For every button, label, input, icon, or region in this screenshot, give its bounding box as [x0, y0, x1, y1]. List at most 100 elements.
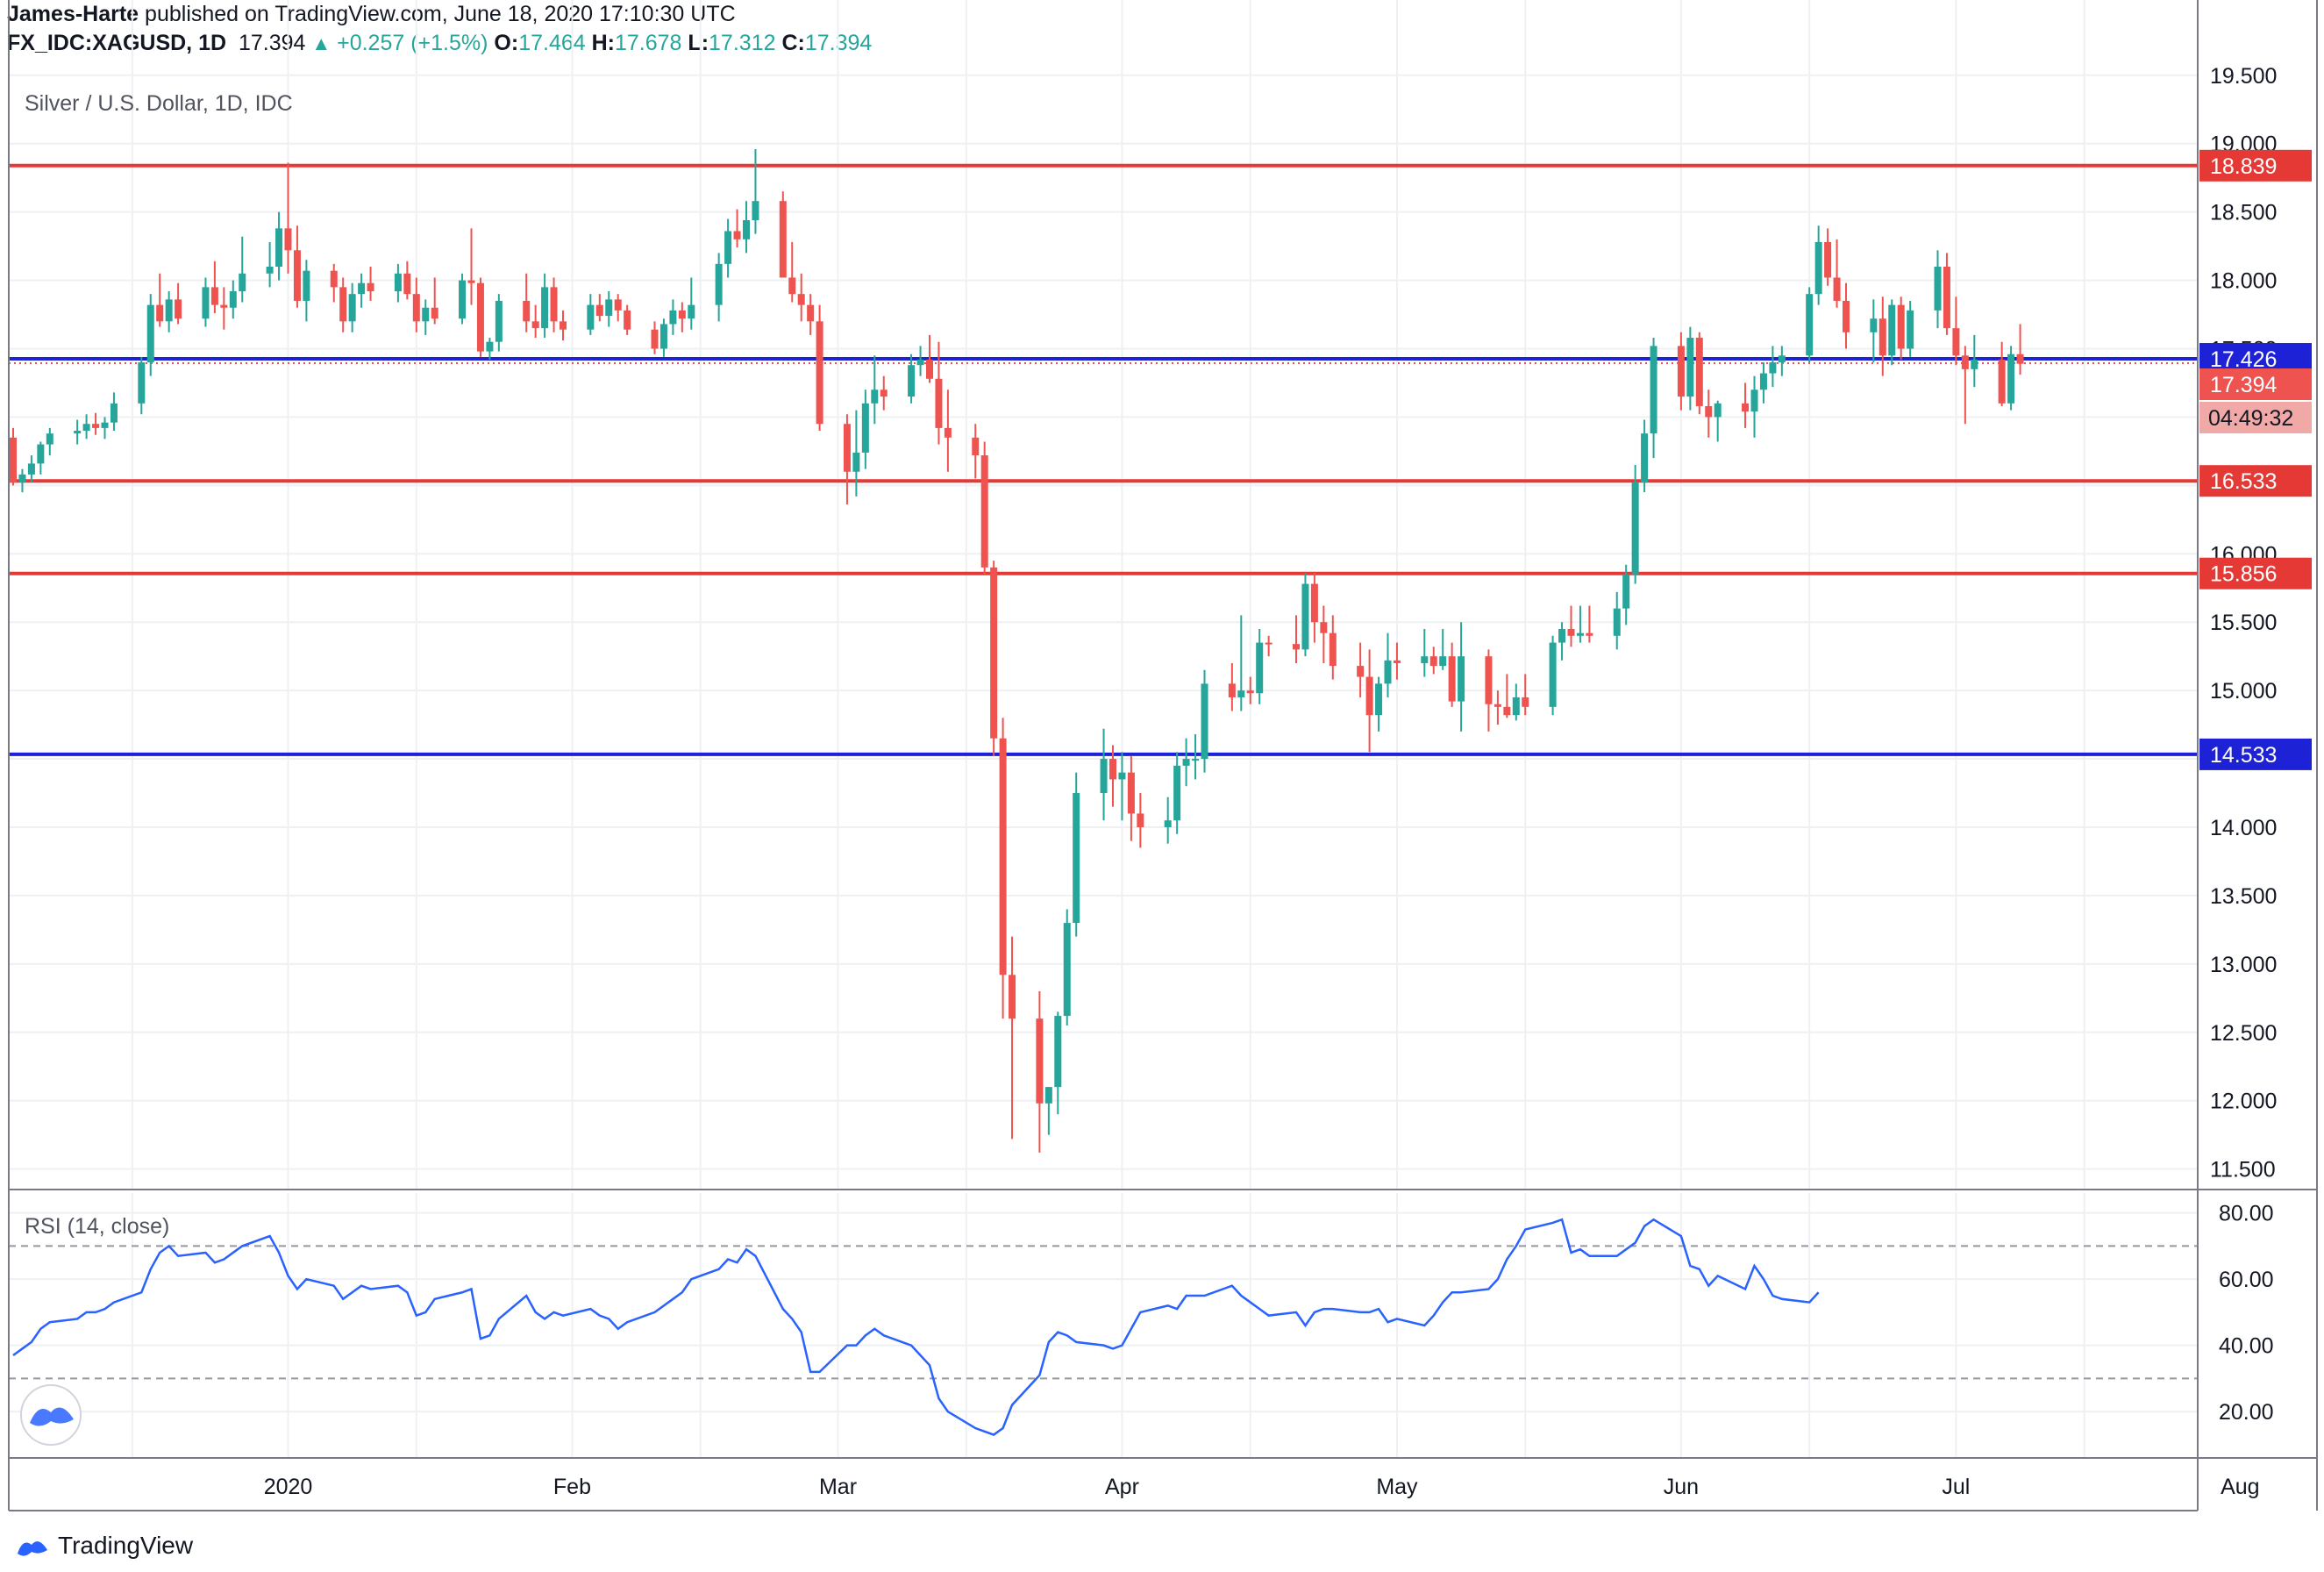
- candle[interactable]: [275, 211, 283, 281]
- candle-body[interactable]: [1567, 629, 1575, 636]
- candle[interactable]: [486, 338, 494, 360]
- candle-body[interactable]: [10, 437, 17, 483]
- candle-body[interactable]: [1576, 632, 1584, 636]
- candle[interactable]: [367, 266, 374, 301]
- candle[interactable]: [1228, 662, 1236, 711]
- candle-body[interactable]: [1228, 683, 1236, 697]
- candle[interactable]: [1192, 734, 1200, 780]
- candle-body[interactable]: [1063, 923, 1071, 1017]
- candle-body[interactable]: [926, 359, 933, 379]
- candle[interactable]: [908, 354, 916, 404]
- candle-body[interactable]: [797, 294, 805, 305]
- candle[interactable]: [229, 280, 237, 319]
- candle[interactable]: [733, 209, 741, 248]
- candle[interactable]: [624, 304, 631, 335]
- candle[interactable]: [944, 389, 952, 472]
- candle-body[interactable]: [733, 231, 741, 239]
- candle-body[interactable]: [605, 299, 613, 317]
- candle[interactable]: [431, 277, 438, 325]
- candle[interactable]: [138, 356, 146, 415]
- candle-body[interactable]: [394, 273, 402, 292]
- candle[interactable]: [394, 263, 402, 303]
- candle-body[interactable]: [146, 304, 154, 363]
- candle[interactable]: [1650, 338, 1657, 459]
- candle[interactable]: [165, 291, 173, 332]
- candle-body[interactable]: [669, 310, 677, 325]
- candle-body[interactable]: [724, 231, 732, 264]
- candle[interactable]: [1109, 745, 1116, 807]
- candle[interactable]: [1036, 991, 1044, 1153]
- candle[interactable]: [303, 260, 310, 322]
- candle-body[interactable]: [715, 263, 723, 305]
- candle[interactable]: [1393, 642, 1401, 680]
- candle-body[interactable]: [422, 307, 430, 322]
- candle[interactable]: [37, 441, 45, 475]
- candle[interactable]: [1503, 674, 1511, 718]
- candle[interactable]: [678, 302, 686, 332]
- candle-body[interactable]: [1769, 362, 1777, 374]
- candle-body[interactable]: [1512, 697, 1520, 716]
- candle-body[interactable]: [816, 321, 823, 425]
- candle-body[interactable]: [1742, 403, 1750, 412]
- candle-body[interactable]: [82, 424, 90, 432]
- candle-body[interactable]: [37, 444, 45, 464]
- candle[interactable]: [1641, 419, 1649, 493]
- tradingview-logo-icon[interactable]: [16, 1533, 49, 1559]
- candle-body[interactable]: [972, 437, 980, 456]
- candle[interactable]: [1961, 346, 1969, 425]
- candle[interactable]: [926, 334, 933, 383]
- candle-body[interactable]: [1384, 660, 1392, 684]
- candle-body[interactable]: [659, 324, 667, 349]
- candle-body[interactable]: [999, 738, 1007, 975]
- candle-body[interactable]: [1586, 632, 1593, 636]
- candle-body[interactable]: [688, 304, 695, 319]
- candle[interactable]: [1998, 341, 2006, 406]
- candle-body[interactable]: [367, 282, 374, 292]
- candle[interactable]: [1063, 909, 1071, 1025]
- candle-body[interactable]: [1843, 300, 1850, 332]
- candle-body[interactable]: [743, 219, 750, 239]
- candle-body[interactable]: [1100, 759, 1108, 794]
- candle[interactable]: [348, 282, 356, 332]
- level-tag-15.856[interactable]: [2199, 557, 2312, 590]
- candle[interactable]: [990, 561, 998, 756]
- candle[interactable]: [1549, 635, 1557, 716]
- candle[interactable]: [1118, 752, 1126, 821]
- candle[interactable]: [541, 273, 549, 339]
- candle-body[interactable]: [101, 422, 109, 428]
- candle-body[interactable]: [1301, 583, 1309, 650]
- candle[interactable]: [1293, 615, 1300, 663]
- last-price-tag[interactable]: [2199, 368, 2312, 401]
- candle-body[interactable]: [431, 307, 438, 319]
- candle[interactable]: [1952, 297, 1960, 366]
- candle[interactable]: [1714, 400, 1722, 442]
- candle-body[interactable]: [1429, 656, 1437, 667]
- candle-body[interactable]: [1375, 683, 1383, 716]
- candle-body[interactable]: [1677, 346, 1685, 397]
- candle-body[interactable]: [138, 362, 146, 404]
- candle-body[interactable]: [1265, 642, 1272, 645]
- candle-body[interactable]: [1998, 359, 2006, 404]
- candle[interactable]: [1878, 297, 1886, 376]
- candle-body[interactable]: [1686, 338, 1694, 397]
- candle-body[interactable]: [1164, 820, 1172, 827]
- candle-body[interactable]: [284, 228, 292, 251]
- candle-body[interactable]: [175, 299, 182, 319]
- candle[interactable]: [797, 273, 805, 322]
- candle[interactable]: [220, 287, 228, 330]
- candle[interactable]: [1613, 591, 1621, 650]
- candle-body[interactable]: [1503, 706, 1511, 716]
- candle[interactable]: [1576, 605, 1584, 643]
- candle[interactable]: [1421, 629, 1429, 677]
- candle[interactable]: [1971, 334, 1978, 388]
- candle-body[interactable]: [27, 463, 35, 475]
- candle[interactable]: [1888, 299, 1896, 366]
- candle-body[interactable]: [587, 304, 595, 330]
- candle[interactable]: [1357, 642, 1365, 697]
- candle[interactable]: [1742, 382, 1750, 428]
- candle[interactable]: [523, 273, 531, 332]
- candle-body[interactable]: [2016, 354, 2024, 364]
- candle-body[interactable]: [1878, 318, 1886, 356]
- candle-body[interactable]: [1943, 266, 1950, 329]
- candle-body[interactable]: [1907, 310, 1914, 349]
